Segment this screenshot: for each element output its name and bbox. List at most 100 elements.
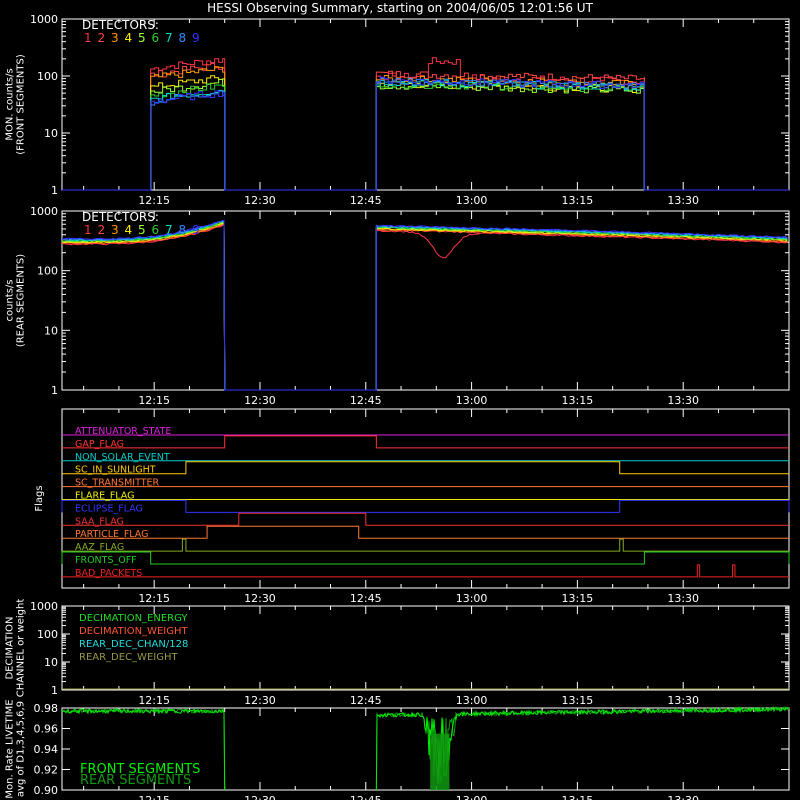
decimation-xtick-label: 12:45 [350, 694, 382, 707]
flag-label: AAZ_FLAG [75, 542, 124, 553]
decimation-xtick-label: 13:15 [562, 694, 594, 707]
front-legend-title: DETECTORS: [82, 18, 159, 32]
flag-line-eclipse_flag [61, 499, 790, 513]
flag-label: SC_TRANSMITTER [75, 478, 160, 489]
flag-label: SAA_FLAG [75, 516, 124, 527]
livetime-xtick-label: 12:15 [138, 794, 170, 800]
decimation-legend-item: REAR_DEC_CHAN/128 [79, 639, 188, 650]
flag-line-fronts_off [61, 551, 790, 565]
rear-legend-item: 2 [98, 223, 106, 237]
rear-legend-item: 6 [152, 223, 160, 237]
livetime-ytick-label: 0.90 [34, 784, 59, 797]
rear-ytick-label: 10 [44, 324, 58, 337]
flag-label: FLARE_FLAG [75, 491, 135, 502]
flag-label: FRONTS_OFF [75, 555, 137, 566]
livetime-ytick-label: 0.94 [34, 743, 59, 756]
rear-xtick-label: 13:15 [562, 394, 594, 407]
livetime-dip-band [430, 733, 450, 790]
front-ylabel-line: MON. counts/s [5, 68, 16, 140]
front-legend-item: 5 [138, 31, 146, 45]
decimation-ylabel-line: CHANNEL or weight [16, 599, 27, 698]
decimation-xtick-label: 13:00 [456, 694, 488, 707]
flags-xtick-label: 13:15 [562, 592, 594, 605]
data-layer [61, 57, 790, 791]
front-xtick-label: 13:15 [562, 194, 594, 207]
text-layer: 12:15 12:30 12:45 13:00 13:15 13:301101001000… [5, 13, 700, 800]
decimation-legend-item: REAR_DEC_WEIGHT [79, 652, 178, 663]
decimation-xtick-label: 12:30 [244, 694, 276, 707]
front-ylabel: MON. counts/s (FRONT SEGMENTS) [5, 54, 27, 155]
decimation-ylabel: DECIMATION CHANNEL or weight [5, 599, 27, 698]
flags-xtick-label: 12:15 [138, 592, 170, 605]
rear-ylabel-line: counts/s [5, 279, 16, 321]
rear-legend-item: 1 [84, 223, 92, 237]
livetime-ytick-label: 0.98 [34, 702, 59, 715]
flag-label: ECLIPSE_FLAG [75, 503, 143, 514]
rear-xtick-label: 12:15 [138, 394, 170, 407]
livetime-ytick-label: 0.92 [34, 764, 59, 777]
rear-xtick-label: 13:00 [456, 394, 488, 407]
rear-ytick-label: 1 [51, 384, 58, 397]
livetime-xtick-label: 12:30 [244, 794, 276, 800]
livetime-legend-item: REAR SEGMENTS [80, 773, 191, 788]
decimation-legend-item: DECIMATION_ENERGY [79, 613, 188, 624]
decimation-ytick-label: 10 [44, 656, 58, 669]
front-series-9 [62, 76, 789, 191]
flag-line-aaz_flag [62, 538, 789, 552]
flag-label: BAD_PACKETS [75, 568, 142, 579]
flags-xtick-label: 12:30 [244, 592, 276, 605]
livetime-xtick-label: 13:15 [562, 794, 594, 800]
rear-legend-item: 3 [111, 223, 119, 237]
rear-legend-item: 5 [138, 223, 146, 237]
flags-ylabel-text: Flags [34, 485, 45, 511]
livetime-ylabel: Mon. Rate LIVETIME avg of D1,3,4,5,6,9 [5, 699, 27, 798]
front-legend-item: 6 [152, 31, 160, 45]
rear-legend-item: 4 [125, 223, 133, 237]
flag-label: SC_IN_SUNLIGHT [75, 465, 156, 476]
front-frame [61, 18, 790, 191]
rear-xtick-label: 12:30 [244, 394, 276, 407]
front-legend-item: 2 [98, 31, 106, 45]
front-xtick-label: 12:15 [138, 194, 170, 207]
rear-legend-item: 8 [179, 223, 187, 237]
flag-line-gap_flag [62, 435, 789, 449]
decimation-frame [61, 605, 790, 691]
front-ytick-label: 1 [51, 184, 58, 197]
front-legend-item: 9 [192, 31, 200, 45]
front-ytick-label: 1000 [30, 13, 58, 26]
axes-layer [61, 18, 790, 791]
front-xtick-label: 12:30 [244, 194, 276, 207]
front-xtick-label: 12:45 [350, 194, 382, 207]
flag-label: ATTENUATOR_STATE [75, 426, 171, 437]
front-legend-item: 1 [84, 31, 92, 45]
rear-series-2 [61, 223, 788, 391]
flags-frame [61, 408, 790, 589]
rear-series-9 [61, 219, 788, 391]
flag-label: NON_SOLAR_EVENT [75, 452, 170, 463]
livetime-legend-item: FRONT SEGMENTS [80, 762, 200, 777]
rear-ylabel: counts/s (REAR SEGMENTS) [5, 254, 27, 347]
flag-label: GAP_FLAG [75, 439, 124, 450]
flags-xtick-label: 13:30 [667, 592, 699, 605]
flags-xtick-label: 12:45 [350, 592, 382, 605]
livetime-ylabel-line: Mon. Rate LIVETIME [5, 699, 16, 798]
livetime-ylabel-line: avg of D1,3,4,5,6,9 [16, 701, 27, 797]
livetime-xtick-label: 12:45 [350, 794, 382, 800]
front-xtick-label: 13:00 [456, 194, 488, 207]
livetime-xtick-label: 13:00 [456, 794, 488, 800]
rear-frame [61, 210, 790, 391]
flags-ylabel: Flags [34, 485, 45, 511]
decimation-legend-item: DECIMATION_WEIGHT [79, 626, 188, 637]
decimation-ytick-label: 100 [37, 628, 58, 641]
decimation-ytick-label: 1000 [30, 600, 58, 613]
decimation-ylabel-line: DECIMATION [5, 616, 16, 679]
rear-xtick-label: 13:30 [667, 394, 699, 407]
front-ylabel-line: (FRONT SEGMENTS) [16, 54, 27, 155]
flag-line-bad_packets [62, 564, 789, 578]
flag-label: PARTICLE_FLAG [75, 529, 148, 540]
rear-ytick-label: 1000 [30, 205, 58, 218]
rear-ylabel-line: (REAR SEGMENTS) [16, 254, 27, 347]
front-ytick-label: 100 [37, 70, 58, 83]
